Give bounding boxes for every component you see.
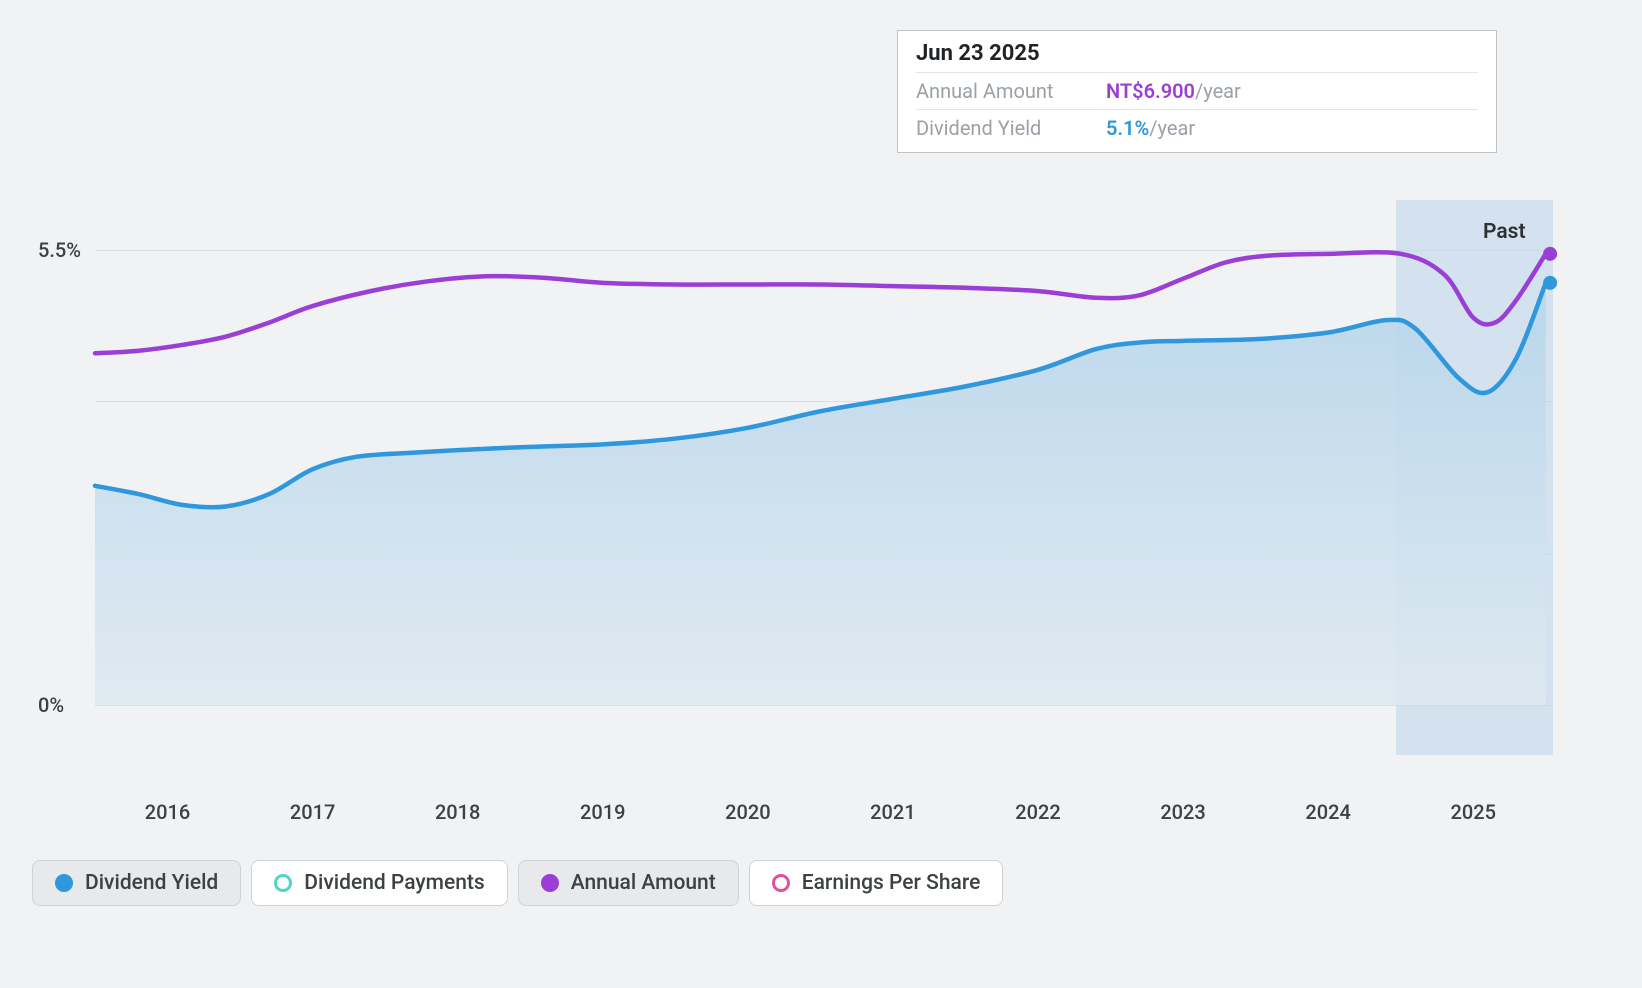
legend-item-label: Earnings Per Share: [802, 871, 981, 895]
x-tick-label: 2020: [725, 800, 770, 824]
tooltip-title: Jun 23 2025: [916, 41, 1478, 72]
tooltip-row: Annual AmountNT$6.900/year: [916, 72, 1478, 109]
legend-item-dividend-yield[interactable]: Dividend Yield: [32, 860, 241, 906]
legend-item-label: Annual Amount: [571, 871, 716, 895]
end-markers: [1543, 247, 1557, 290]
legend-marker-icon: [55, 874, 73, 892]
x-tick-label: 2025: [1450, 800, 1495, 824]
x-tick-label: 2019: [580, 800, 625, 824]
tooltip-row-unit: /year: [1195, 79, 1241, 103]
y-tick-label: 5.5%: [38, 238, 81, 262]
x-tick-label: 2024: [1305, 800, 1350, 824]
legend-marker-icon: [541, 874, 559, 892]
dividend-chart: 5.5% 0% 2016 2017 2018 2019 2020 2021 2022 2023 2…: [0, 0, 1642, 988]
chart-legend: Dividend Yield Dividend Payments Annual Am…: [32, 860, 1003, 906]
legend-item-earnings-per-share[interactable]: Earnings Per Share: [749, 860, 1004, 906]
tooltip-row-value: 5.1%/year: [1106, 116, 1195, 140]
x-tick-label: 2023: [1160, 800, 1205, 824]
tooltip-row-unit: /year: [1149, 116, 1195, 140]
x-tick-label: 2016: [145, 800, 190, 824]
tooltip-row-label: Dividend Yield: [916, 116, 1106, 140]
dividend-yield-area: [95, 283, 1546, 705]
past-label: Past: [1483, 220, 1526, 244]
legend-item-dividend-payments[interactable]: Dividend Payments: [251, 860, 507, 906]
tooltip-row: Dividend Yield5.1%/year: [916, 109, 1478, 146]
chart-tooltip: Jun 23 2025 Annual AmountNT$6.900/yearDi…: [897, 30, 1497, 153]
y-tick-label: 0%: [38, 693, 64, 717]
legend-marker-icon: [274, 874, 292, 892]
x-tick-label: 2018: [435, 800, 480, 824]
x-tick-label: 2022: [1015, 800, 1060, 824]
x-tick-label: 2017: [290, 800, 335, 824]
legend-item-annual-amount[interactable]: Annual Amount: [518, 860, 739, 906]
series-end-marker: [1543, 247, 1557, 261]
tooltip-row-value: NT$6.900/year: [1106, 79, 1241, 103]
legend-marker-icon: [772, 874, 790, 892]
legend-item-label: Dividend Yield: [85, 871, 218, 895]
x-tick-label: 2021: [870, 800, 915, 824]
tooltip-row-label: Annual Amount: [916, 79, 1106, 103]
legend-item-label: Dividend Payments: [304, 871, 484, 895]
series-end-marker: [1543, 276, 1557, 290]
